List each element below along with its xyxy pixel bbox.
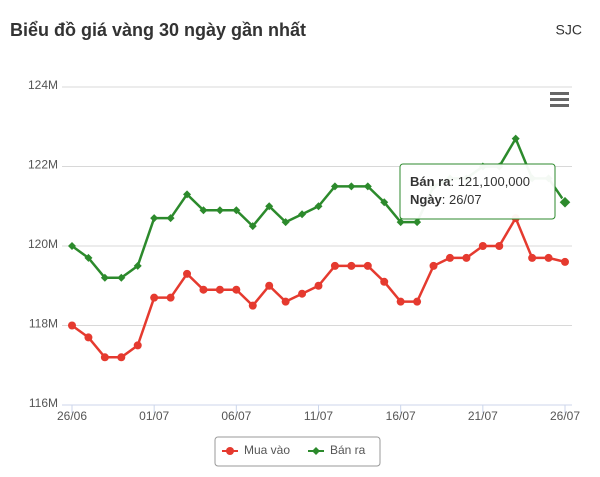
marker — [84, 253, 93, 262]
tooltip-sep: : — [442, 192, 449, 207]
x-tick-label: 01/07 — [139, 409, 169, 423]
menu-bar — [550, 98, 569, 101]
marker — [396, 218, 405, 227]
marker — [183, 190, 192, 199]
marker — [312, 447, 320, 455]
legend-box — [214, 436, 381, 467]
y-tick-label: 118M — [29, 317, 58, 331]
source: SJC — [556, 22, 582, 38]
marker — [133, 341, 142, 350]
marker — [281, 297, 290, 306]
marker — [232, 206, 241, 215]
marker — [84, 333, 93, 342]
tooltip-row: Bán ra: 121,100,000 — [410, 174, 530, 189]
marker — [265, 202, 274, 211]
marker — [150, 214, 159, 223]
marker — [183, 269, 192, 278]
marker — [199, 285, 208, 294]
marker — [445, 253, 454, 262]
tooltip-value: 121,100,000 — [458, 174, 530, 189]
marker — [544, 253, 553, 262]
marker — [330, 261, 339, 270]
marker — [347, 261, 356, 270]
menu-bar — [550, 92, 569, 95]
y-tick-label: 116M — [29, 396, 58, 410]
menu-button[interactable] — [550, 92, 569, 107]
marker — [215, 285, 224, 294]
marker — [215, 206, 224, 215]
marker — [380, 277, 389, 286]
tooltip: Bán ra: 121,100,000 Ngày: 26/07 — [399, 163, 572, 220]
marker — [528, 253, 537, 262]
legend-label: Bán ra — [330, 443, 366, 457]
marker — [298, 289, 307, 298]
x-tick-label: 16/07 — [386, 409, 416, 423]
chart-title: Biểu đồ giá vàng 30 ngày gần nhất — [10, 20, 306, 40]
marker — [478, 242, 487, 250]
marker — [117, 353, 126, 362]
tooltip-row: Ngày: 26/07 — [410, 192, 482, 207]
marker — [380, 198, 389, 207]
marker — [248, 222, 257, 231]
tooltip-key: Ngày — [410, 192, 443, 207]
marker — [199, 206, 208, 215]
marker — [226, 447, 234, 455]
tooltip-value: 26/07 — [449, 192, 482, 207]
marker — [298, 210, 307, 219]
marker — [314, 281, 323, 290]
marker — [100, 353, 109, 362]
marker — [396, 297, 405, 306]
marker — [265, 281, 274, 290]
menu-bar — [550, 104, 569, 107]
marker — [558, 195, 572, 209]
y-tick-label: 120M — [28, 237, 58, 251]
x-tick-label: 21/07 — [468, 409, 498, 423]
marker — [68, 321, 76, 330]
marker — [462, 253, 471, 262]
marker — [133, 261, 142, 270]
marker — [413, 297, 422, 306]
tooltip-box — [399, 163, 556, 220]
marker — [314, 202, 323, 211]
marker — [413, 218, 422, 227]
marker — [495, 242, 504, 250]
legend: Mua vào Bán ra — [222, 443, 366, 457]
marker — [248, 301, 257, 310]
tooltip-sep: : — [450, 174, 457, 189]
marker — [561, 257, 569, 266]
tooltip-key: Bán ra — [410, 174, 451, 189]
marker — [511, 134, 520, 143]
plot — [68, 134, 569, 362]
marker — [347, 182, 356, 191]
marker — [330, 182, 339, 191]
marker — [363, 261, 372, 270]
legend-label: Mua vào — [244, 443, 290, 457]
x-tick-label: 06/07 — [221, 409, 251, 423]
marker — [117, 273, 126, 282]
marker — [363, 182, 372, 191]
marker — [281, 218, 290, 227]
marker — [150, 293, 159, 302]
y-tick-label: 124M — [28, 78, 58, 92]
x-tick-label: 26/07 — [550, 409, 580, 423]
marker — [166, 293, 175, 302]
x-tick-label: 26/06 — [57, 409, 87, 423]
grid: 116M 118M 120M 122M 124M 26/06 01/07 06/07 11/07… — [28, 78, 580, 423]
marker — [232, 285, 241, 294]
marker — [429, 261, 438, 270]
marker — [100, 273, 109, 282]
marker — [166, 214, 175, 223]
y-tick-label: 122M — [28, 158, 58, 172]
marker — [68, 242, 76, 250]
x-tick-label: 11/07 — [304, 409, 333, 423]
